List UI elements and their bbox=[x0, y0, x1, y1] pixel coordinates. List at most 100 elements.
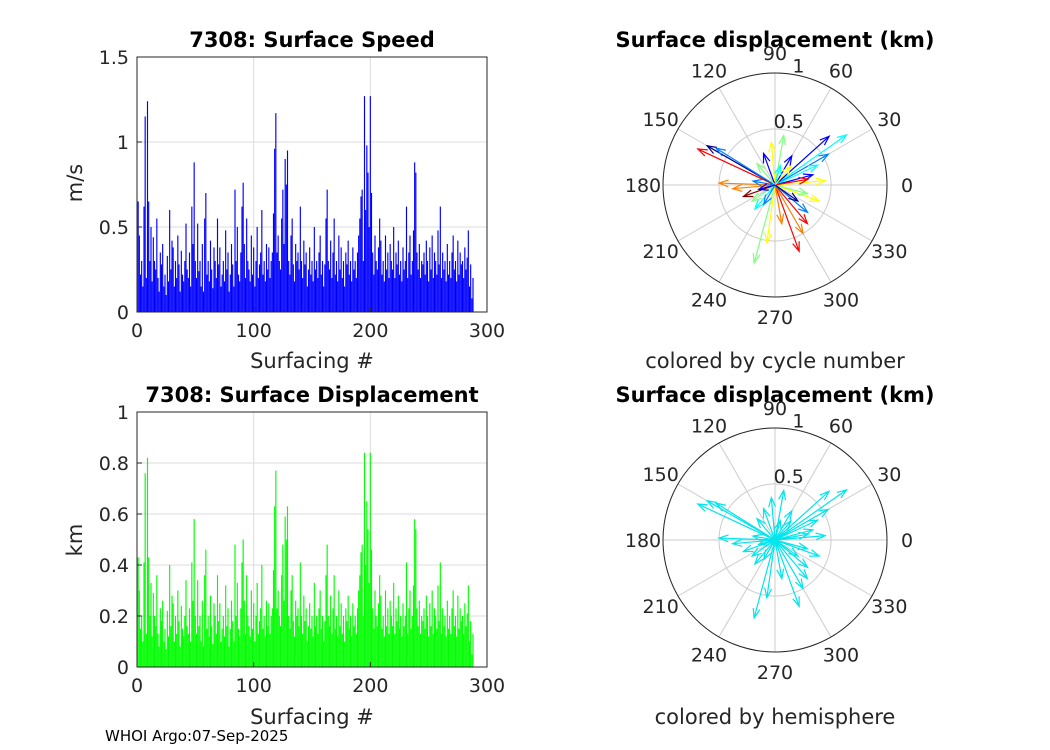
vector-head bbox=[778, 488, 787, 501]
vector-shaft bbox=[752, 535, 776, 541]
displacement-vector bbox=[774, 133, 787, 186]
displacement-vector bbox=[774, 184, 785, 226]
vector-head bbox=[773, 518, 782, 531]
vector-shaft bbox=[751, 539, 776, 557]
vector-shaft bbox=[763, 539, 776, 560]
displacement-vector bbox=[762, 151, 776, 186]
vector-head bbox=[788, 547, 800, 558]
displacement-vector bbox=[774, 184, 800, 253]
theta-tick-label: 330 bbox=[871, 596, 907, 618]
vector-shaft bbox=[774, 539, 800, 607]
y-tick-label: 0 bbox=[117, 302, 129, 324]
theta-tick-label: 270 bbox=[757, 662, 793, 684]
displacement-vector bbox=[757, 183, 776, 191]
polar-outline bbox=[662, 427, 888, 653]
polar-displacement-cycle-chart: Surface displacement (km) colored by cyc… bbox=[615, 28, 934, 373]
displacement-vector bbox=[774, 488, 848, 541]
vector-shaft bbox=[774, 180, 826, 186]
vector-shaft bbox=[774, 134, 847, 186]
vector-head bbox=[776, 213, 785, 226]
y-axis-label: m/s bbox=[63, 164, 87, 202]
displacement-vector bbox=[757, 538, 776, 546]
displacement-vector bbox=[762, 184, 776, 206]
x-tick-label: 0 bbox=[131, 675, 143, 697]
vector-head bbox=[807, 519, 820, 528]
polar-spoke bbox=[677, 184, 776, 242]
polar-spoke bbox=[774, 184, 873, 242]
theta-tick-label: 300 bbox=[823, 289, 859, 311]
vector-head bbox=[750, 547, 762, 558]
displacement-vector bbox=[755, 162, 776, 186]
displacement-vector bbox=[774, 539, 800, 558]
y-tick-label: 0.6 bbox=[99, 504, 129, 526]
surface-speed-chart: 7308: Surface Speed Surfacing # m/s 0 100… bbox=[63, 28, 505, 373]
vector-shaft bbox=[753, 184, 776, 264]
vector-shaft bbox=[774, 184, 804, 234]
displacement-vector bbox=[774, 532, 827, 541]
vector-head bbox=[752, 607, 761, 620]
vector-head bbox=[705, 144, 718, 154]
vector-head bbox=[762, 194, 772, 206]
theta-tick-label: 120 bbox=[691, 416, 727, 438]
vector-head bbox=[819, 135, 831, 146]
vector-head bbox=[797, 558, 809, 569]
vector-shaft bbox=[774, 184, 800, 252]
vector-head bbox=[815, 532, 827, 541]
vector-shaft bbox=[770, 497, 776, 541]
chart-caption: colored by cycle number bbox=[645, 349, 905, 373]
displacement-vector bbox=[750, 184, 776, 203]
vector-head bbox=[764, 232, 773, 245]
vector-head bbox=[797, 203, 809, 214]
y-tick-label: 1 bbox=[117, 132, 129, 154]
vector-shaft bbox=[751, 184, 776, 202]
vector-head bbox=[797, 187, 810, 196]
x-tick-label: 100 bbox=[236, 320, 272, 342]
vector-shaft bbox=[762, 153, 776, 186]
theta-tick-label: 240 bbox=[691, 644, 727, 666]
vector-shaft bbox=[766, 184, 776, 243]
vector-head bbox=[807, 164, 820, 173]
vector-head bbox=[797, 542, 810, 551]
vector-head bbox=[755, 162, 766, 174]
vector-head bbox=[768, 495, 777, 508]
vector-shaft bbox=[774, 539, 799, 557]
displacement-vector bbox=[774, 508, 830, 541]
theta-tick-label: 0 bbox=[901, 175, 913, 197]
r-tick-label: 1 bbox=[792, 411, 804, 433]
vector-shaft bbox=[774, 539, 804, 589]
vector-shaft bbox=[774, 184, 820, 202]
vector-head bbox=[783, 509, 793, 521]
displacement-vector bbox=[774, 153, 830, 186]
vector-head bbox=[714, 502, 727, 512]
vector-shaft bbox=[774, 165, 792, 186]
y-tick-label: 0.8 bbox=[99, 453, 129, 475]
r-tick-label: 0.5 bbox=[774, 111, 804, 133]
vector-shaft bbox=[774, 164, 818, 186]
vector-head bbox=[778, 133, 787, 146]
theta-tick-label: 60 bbox=[829, 416, 853, 438]
theta-tick-label: 330 bbox=[871, 241, 907, 263]
vector-shaft bbox=[774, 178, 809, 186]
vector-head bbox=[717, 179, 729, 188]
vector-head bbox=[773, 163, 782, 176]
y-tick-label: 0.4 bbox=[99, 555, 129, 577]
vector-shaft bbox=[774, 490, 830, 541]
vector-shaft bbox=[732, 184, 776, 190]
vector-head bbox=[776, 568, 785, 581]
surface-displacement-chart: 7308: Surface Displacement Surfacing # k… bbox=[63, 383, 505, 729]
polar-spoke bbox=[677, 539, 776, 597]
theta-tick-label: 180 bbox=[625, 530, 661, 552]
x-tick-label: 200 bbox=[352, 675, 388, 697]
vector-head bbox=[792, 241, 800, 253]
y-tick-label: 0.2 bbox=[99, 606, 129, 628]
vector-shaft bbox=[774, 135, 830, 186]
displacement-vector bbox=[768, 495, 777, 541]
x-tick-label: 300 bbox=[469, 320, 505, 342]
chart-caption: colored by hemisphere bbox=[655, 705, 896, 729]
displacement-vector bbox=[774, 531, 810, 541]
vector-shaft bbox=[774, 165, 781, 186]
displacement-vector bbox=[752, 184, 776, 265]
vector-shaft bbox=[762, 508, 776, 541]
vector-head bbox=[705, 499, 718, 509]
